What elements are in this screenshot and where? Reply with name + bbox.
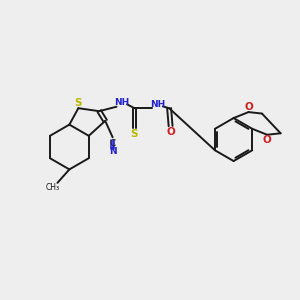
Text: CH₃: CH₃ [46, 183, 60, 192]
Text: NH: NH [150, 100, 165, 109]
Text: NH: NH [114, 98, 130, 107]
Text: C: C [110, 140, 116, 148]
Text: O: O [263, 135, 272, 145]
Text: O: O [166, 127, 175, 137]
Text: O: O [244, 102, 253, 112]
Text: S: S [75, 98, 82, 108]
Text: N: N [109, 147, 116, 156]
Text: S: S [131, 129, 138, 139]
